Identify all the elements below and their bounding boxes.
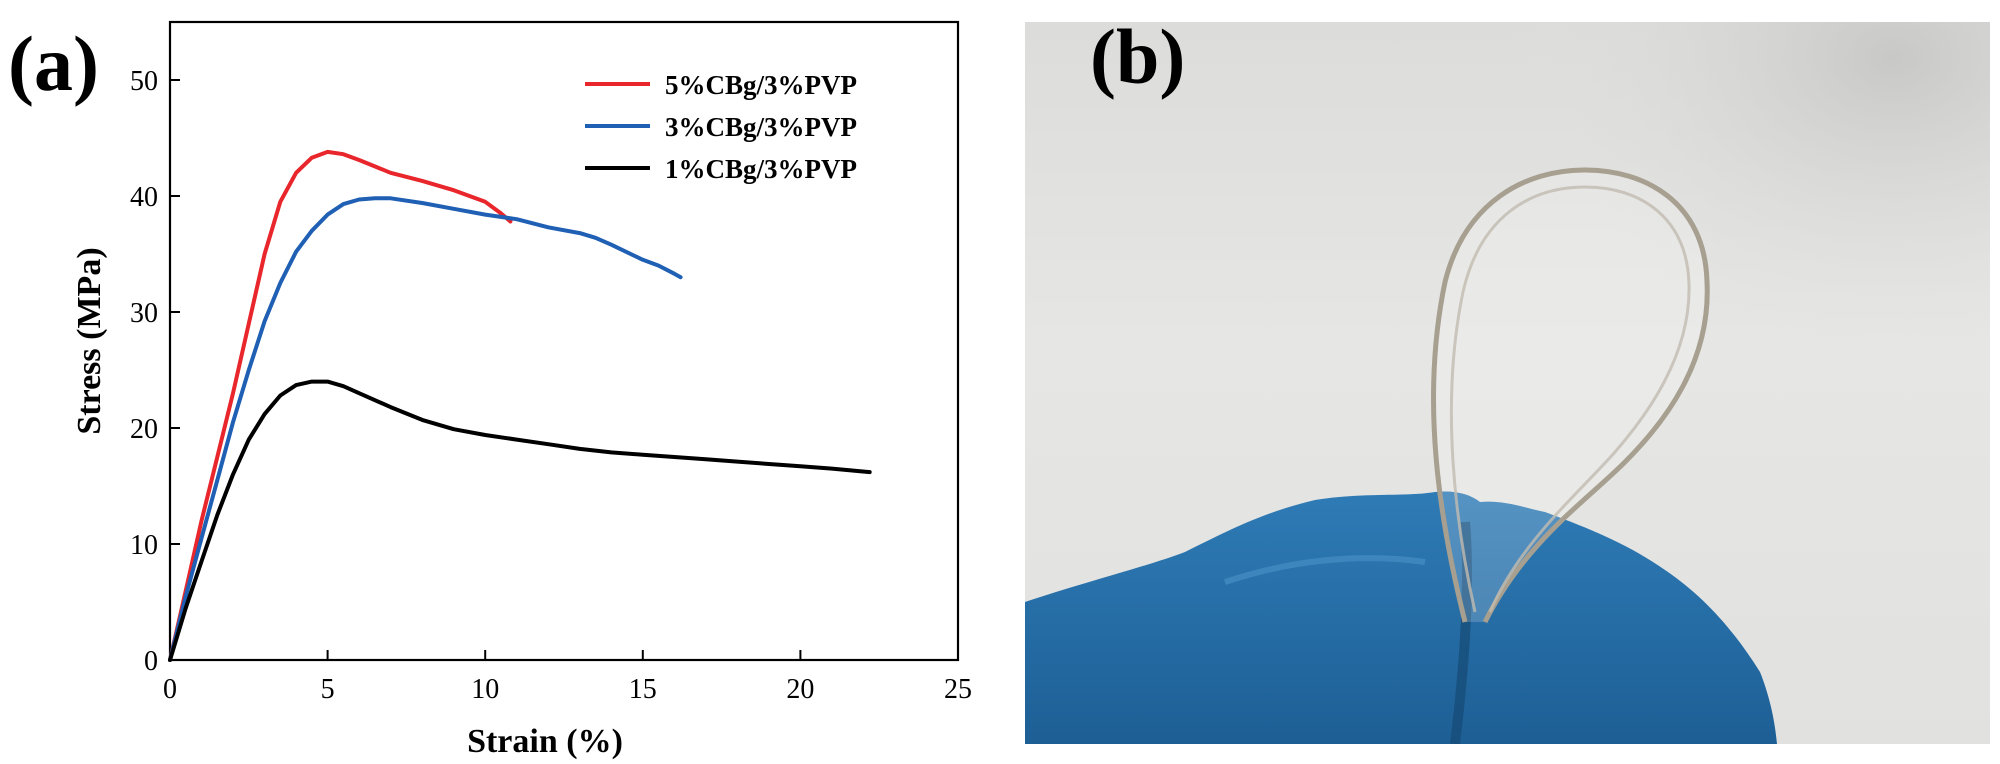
legend-label-1: 3%CBg/3%PVP (665, 112, 857, 142)
stress-strain-chart: (a) 0 5 10 15 20 25 0 10 20 30 40 50 5%CBg/3%PVP 3%… (8, 20, 972, 760)
glove-highlight (1224, 555, 1426, 585)
x-tick-label: 0 (163, 674, 177, 705)
legend-label-2: 1%CBg/3%PVP (665, 154, 857, 184)
y-axis-title: Stress (MPa) (71, 247, 108, 434)
transparent-film-loop (1431, 167, 1710, 624)
y-tick-label: 40 (130, 182, 158, 213)
x-tick-label: 20 (786, 674, 814, 705)
y-tick-label: 10 (130, 530, 158, 561)
x-tick-label: 25 (944, 674, 972, 705)
series-line-1 (168, 196, 683, 662)
x-tick-label: 5 (321, 674, 335, 705)
plot-frame (168, 20, 960, 662)
y-tick-label: 30 (130, 298, 158, 329)
series-group (168, 149, 872, 662)
y-tick-label: 50 (130, 66, 158, 97)
blue-glove (1025, 491, 1777, 744)
flexible-film-photo (1025, 22, 1990, 744)
photo-illustration (1025, 22, 1990, 744)
series-line-0 (168, 149, 513, 662)
x-tick-label: 10 (471, 674, 499, 705)
glove-fold (1450, 521, 1472, 744)
y-tick-label: 20 (130, 414, 158, 445)
x-axis: 0 5 10 15 20 25 (163, 650, 972, 705)
legend-label-0: 5%CBg/3%PVP (665, 70, 857, 100)
x-tick-label: 15 (629, 674, 657, 705)
panel-b-label: (b) (1090, 13, 1186, 100)
series-line-2 (168, 379, 872, 662)
film-inner-edge (1449, 185, 1691, 613)
y-tick-label: 0 (144, 646, 158, 677)
x-axis-title: Strain (%) (467, 723, 623, 760)
legend: 5%CBg/3%PVP 3%CBg/3%PVP 1%CBg/3%PVP (585, 70, 857, 184)
panel-a-label: (a) (8, 20, 99, 107)
y-axis: 0 10 20 30 40 50 (130, 66, 180, 677)
